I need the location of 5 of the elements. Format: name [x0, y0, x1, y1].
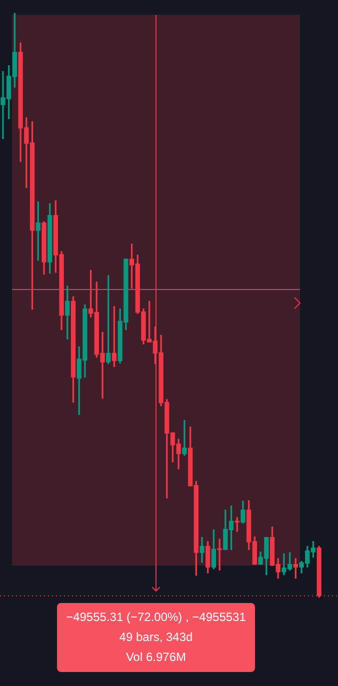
candlestick — [182, 420, 187, 456]
text: −49555.31 (−72.00%) , −4955531 — [65, 609, 247, 626]
text: Vol 6.976M — [124, 649, 188, 666]
text: 49 bars, 343d — [118, 629, 194, 646]
candlestick — [217, 538, 222, 570]
